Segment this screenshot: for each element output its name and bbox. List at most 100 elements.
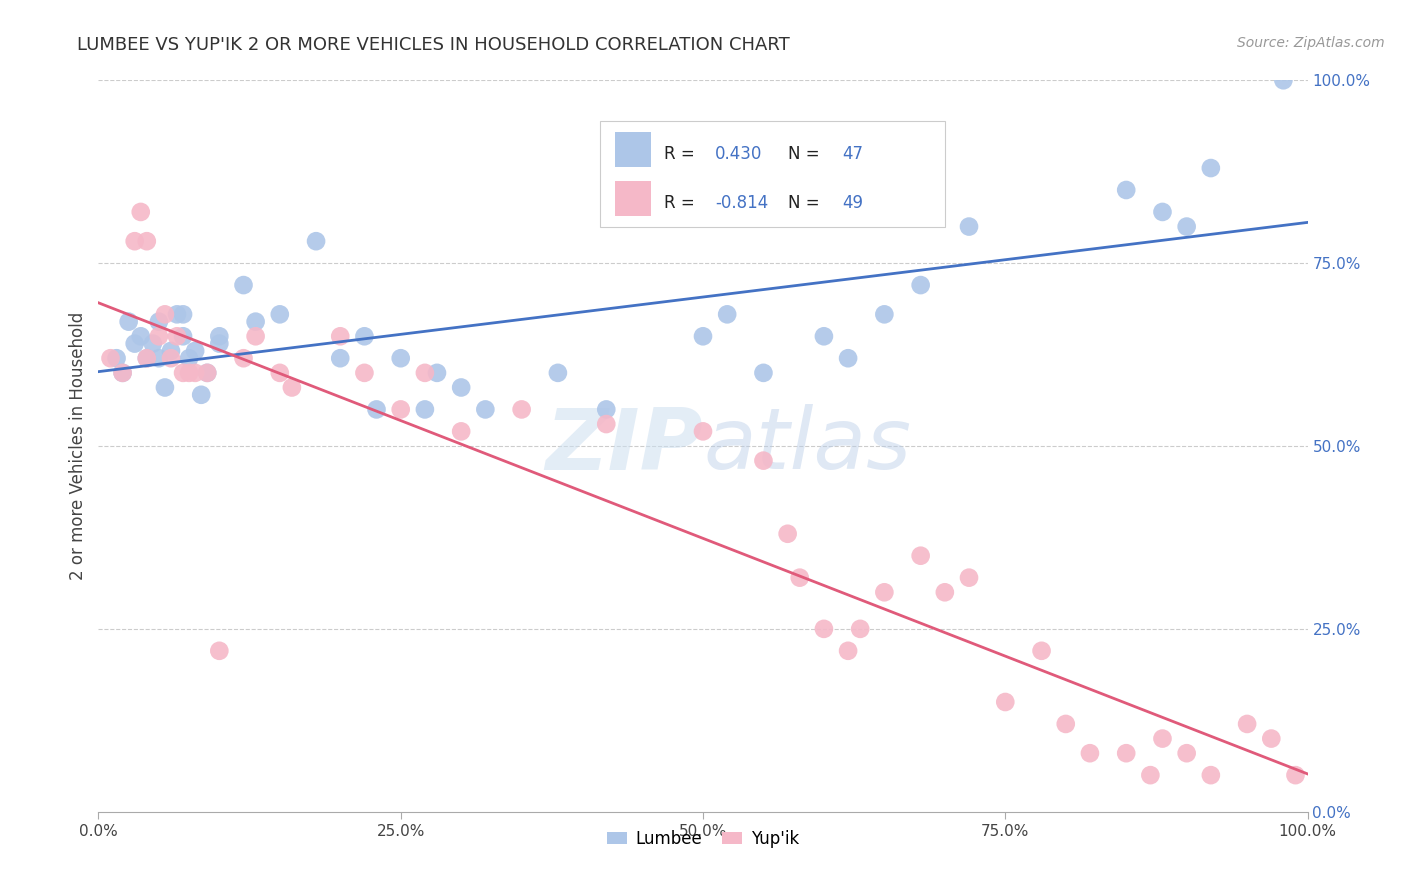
Bar — [614, 132, 651, 167]
Point — [232, 278, 254, 293]
Point — [166, 307, 188, 321]
Point — [366, 402, 388, 417]
Point — [129, 329, 152, 343]
Bar — [614, 181, 651, 216]
Point — [172, 307, 194, 321]
Point — [692, 425, 714, 439]
Point — [813, 622, 835, 636]
Point — [1260, 731, 1282, 746]
Point — [849, 622, 872, 636]
Point — [208, 329, 231, 343]
Point — [208, 644, 231, 658]
Point — [1031, 644, 1053, 658]
Point — [232, 351, 254, 366]
Point — [305, 234, 328, 248]
Point — [160, 343, 183, 358]
Point — [129, 205, 152, 219]
Point — [1199, 768, 1222, 782]
Text: 0.430: 0.430 — [716, 145, 762, 163]
Point — [910, 549, 932, 563]
Text: R =: R = — [664, 145, 700, 163]
Point — [1115, 746, 1137, 760]
Point — [118, 315, 141, 329]
Point — [269, 366, 291, 380]
Point — [752, 366, 775, 380]
Point — [135, 234, 157, 248]
Point — [873, 307, 896, 321]
Point — [1078, 746, 1101, 760]
Point — [353, 366, 375, 380]
Text: 47: 47 — [842, 145, 863, 163]
Point — [1272, 73, 1295, 87]
Point — [190, 388, 212, 402]
Point — [1175, 219, 1198, 234]
Point — [595, 417, 617, 431]
Point — [245, 329, 267, 343]
Point — [148, 351, 170, 366]
Point — [510, 402, 533, 417]
Point — [1115, 183, 1137, 197]
Point — [547, 366, 569, 380]
Point — [148, 329, 170, 343]
Point — [105, 351, 128, 366]
Point — [195, 366, 218, 380]
Point — [692, 329, 714, 343]
Point — [195, 366, 218, 380]
Point — [752, 453, 775, 467]
Point — [148, 315, 170, 329]
Point — [837, 351, 859, 366]
Point — [245, 315, 267, 329]
Point — [179, 351, 201, 366]
Point — [413, 366, 436, 380]
Point — [1199, 161, 1222, 175]
Point — [160, 351, 183, 366]
Point — [389, 402, 412, 417]
Point — [329, 329, 352, 343]
Point — [172, 366, 194, 380]
Point — [1284, 768, 1306, 782]
Text: N =: N = — [787, 194, 824, 211]
Legend: Lumbee, Yup'ik: Lumbee, Yup'ik — [600, 823, 806, 855]
Point — [172, 329, 194, 343]
Point — [269, 307, 291, 321]
Point — [1175, 746, 1198, 760]
Point — [474, 402, 496, 417]
Point — [450, 425, 472, 439]
Point — [135, 351, 157, 366]
Text: -0.814: -0.814 — [716, 194, 768, 211]
Point — [184, 366, 207, 380]
Point — [957, 219, 980, 234]
Text: R =: R = — [664, 194, 700, 211]
Point — [776, 526, 799, 541]
Point — [1054, 717, 1077, 731]
Point — [1152, 731, 1174, 746]
Point — [389, 351, 412, 366]
Point — [716, 307, 738, 321]
Text: LUMBEE VS YUP'IK 2 OR MORE VEHICLES IN HOUSEHOLD CORRELATION CHART: LUMBEE VS YUP'IK 2 OR MORE VEHICLES IN H… — [77, 36, 790, 54]
Point — [329, 351, 352, 366]
Point — [450, 380, 472, 394]
Point — [413, 402, 436, 417]
Point — [957, 571, 980, 585]
Y-axis label: 2 or more Vehicles in Household: 2 or more Vehicles in Household — [69, 312, 87, 580]
Point — [100, 351, 122, 366]
Point — [153, 380, 176, 394]
Point — [426, 366, 449, 380]
Text: atlas: atlas — [703, 404, 911, 488]
Point — [208, 336, 231, 351]
Point — [135, 351, 157, 366]
Point — [837, 644, 859, 658]
Point — [1139, 768, 1161, 782]
Point — [142, 336, 165, 351]
Point — [873, 585, 896, 599]
Text: N =: N = — [787, 145, 824, 163]
Point — [166, 329, 188, 343]
Point — [184, 343, 207, 358]
Point — [934, 585, 956, 599]
Text: ZIP: ZIP — [546, 404, 703, 488]
Point — [994, 695, 1017, 709]
Point — [595, 402, 617, 417]
Point — [111, 366, 134, 380]
Point — [789, 571, 811, 585]
Point — [124, 234, 146, 248]
